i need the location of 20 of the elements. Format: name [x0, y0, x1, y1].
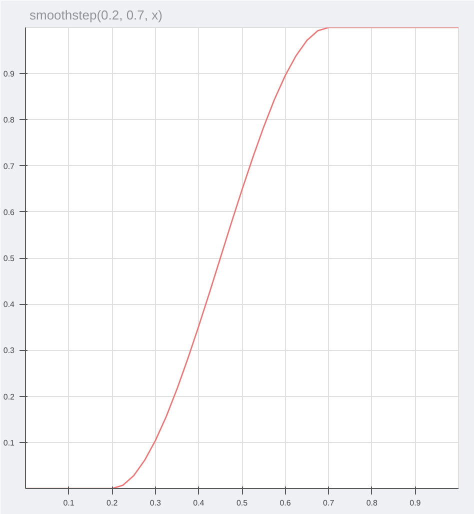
x-tick-label: 0.1 — [63, 498, 75, 508]
y-tick-label: 0.9 — [3, 70, 16, 79]
x-tick-label: 0.7 — [323, 498, 335, 508]
x-tick-label: 0.4 — [193, 498, 205, 508]
y-tick-label: 0.6 — [3, 208, 16, 217]
x-tick-label: 0.8 — [366, 498, 378, 508]
y-tick-label: 0.5 — [3, 254, 16, 263]
y-tick-label: 0.3 — [3, 346, 16, 356]
y-tick-label: 0.7 — [3, 162, 16, 171]
x-tick-label: 0.9 — [410, 498, 422, 508]
x-tick-label: 0.2 — [106, 498, 118, 508]
line-series — [26, 28, 458, 488]
chart-title: smoothstep(0.2, 0.7, x) — [30, 8, 162, 22]
x-tick-label: 0.6 — [280, 498, 292, 508]
y-tick-label: 0.2 — [3, 392, 16, 402]
y-tick-label: 0.1 — [3, 438, 16, 448]
x-tick-label: 0.5 — [236, 498, 248, 508]
x-tick-label: 0.3 — [150, 498, 162, 508]
y-tick-label: 0.4 — [3, 300, 16, 310]
y-tick-label: 0.8 — [3, 116, 16, 125]
